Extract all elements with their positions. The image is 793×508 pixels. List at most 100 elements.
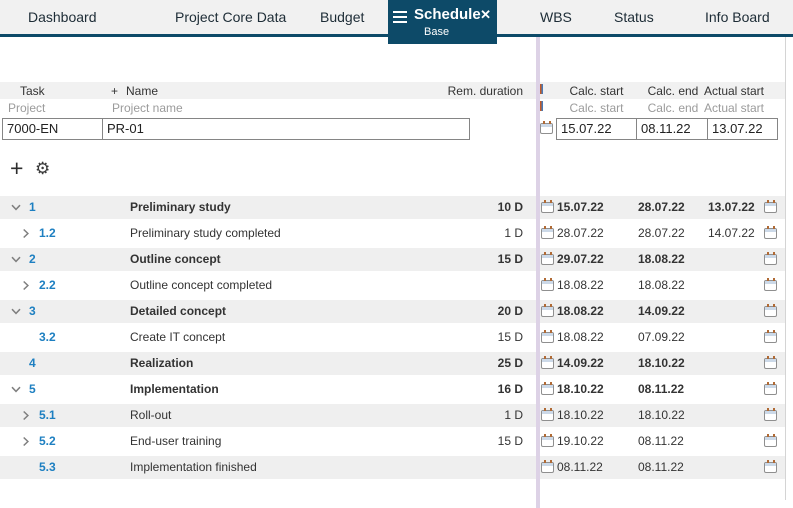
task-number[interactable]: 5.1 xyxy=(39,408,56,422)
calc-end-cell[interactable]: 07.09.22 xyxy=(638,330,685,344)
remaining-duration-cell[interactable]: 1 D xyxy=(504,408,523,422)
calendar-icon[interactable] xyxy=(764,226,777,239)
remaining-duration-cell[interactable]: 25 D xyxy=(497,356,523,370)
calc-end-cell[interactable]: 28.07.22 xyxy=(638,226,685,240)
task-name-cell[interactable]: Outline concept xyxy=(130,252,221,266)
task-number[interactable]: 2 xyxy=(29,252,36,266)
task-name-cell[interactable]: Outline concept completed xyxy=(130,278,273,292)
tab-status[interactable]: Status xyxy=(614,9,654,25)
calendar-icon[interactable] xyxy=(541,460,554,473)
remaining-duration-cell[interactable]: 15 D xyxy=(497,252,523,266)
calc-end-cell[interactable]: 08.11.22 xyxy=(638,382,685,396)
task-name-cell[interactable]: Roll-out xyxy=(130,408,172,422)
calendar-icon[interactable] xyxy=(764,408,777,421)
project-calc-start-field[interactable]: 15.07.22 xyxy=(556,118,637,140)
calc-end-cell[interactable]: 28.07.22 xyxy=(638,200,685,214)
calc-start-cell[interactable]: 15.07.22 xyxy=(557,200,604,214)
calendar-icon[interactable] xyxy=(541,252,554,265)
calc-start-cell[interactable]: 18.10.22 xyxy=(557,408,604,422)
chevron-down-icon[interactable] xyxy=(11,248,21,271)
calendar-icon[interactable] xyxy=(541,200,554,213)
plus-icon[interactable]: + xyxy=(111,84,119,98)
remaining-duration-cell[interactable]: 15 D xyxy=(497,434,523,448)
tab-schedule-active[interactable]: Schedule ✕ Base xyxy=(388,0,497,44)
calc-start-cell[interactable]: 18.08.22 xyxy=(557,304,604,318)
calc-start-cell[interactable]: 19.10.22 xyxy=(557,434,604,448)
task-name-cell[interactable]: Preliminary study xyxy=(130,200,231,214)
table-row[interactable]: 3 Detailed concept 20 D 18.08.22 14.09.2… xyxy=(0,300,793,326)
tab-dashboard[interactable]: Dashboard xyxy=(28,9,97,25)
chevron-right-icon[interactable] xyxy=(21,430,31,453)
remaining-duration-cell[interactable]: 16 D xyxy=(497,382,523,396)
table-row[interactable]: 5 Implementation 16 D 18.10.22 08.11.22 xyxy=(0,378,793,404)
table-row[interactable]: 5.2 End-user training 15 D 19.10.22 08.1… xyxy=(0,430,793,456)
add-task-button[interactable]: + xyxy=(10,155,24,181)
task-name-cell[interactable]: End-user training xyxy=(130,434,222,448)
remaining-duration-cell[interactable]: 20 D xyxy=(497,304,523,318)
table-row[interactable]: 5.1 Roll-out 1 D 18.10.22 18.10.22 xyxy=(0,404,793,430)
project-id-field[interactable]: 7000-EN xyxy=(2,118,103,140)
calendar-icon[interactable] xyxy=(540,121,553,134)
task-number[interactable]: 5.2 xyxy=(39,434,56,448)
tab-info-board[interactable]: Info Board xyxy=(705,9,770,25)
table-row[interactable]: 3.2 Create IT concept 15 D 18.08.22 07.0… xyxy=(0,326,793,352)
table-row[interactable]: 2 Outline concept 15 D 29.07.22 18.08.22 xyxy=(0,248,793,274)
chevron-down-icon[interactable] xyxy=(11,378,21,401)
remaining-duration-cell[interactable]: 10 D xyxy=(497,200,523,214)
calendar-icon[interactable] xyxy=(541,226,554,239)
calendar-icon[interactable] xyxy=(541,434,554,447)
calendar-icon[interactable] xyxy=(764,382,777,395)
calc-end-cell[interactable]: 18.08.22 xyxy=(638,252,685,266)
calendar-icon[interactable] xyxy=(541,330,554,343)
calendar-icon[interactable] xyxy=(764,460,777,473)
calendar-icon[interactable] xyxy=(764,200,777,213)
project-calc-end-field[interactable]: 08.11.22 xyxy=(636,118,708,140)
task-number[interactable]: 1.2 xyxy=(39,226,56,240)
task-name-cell[interactable]: Create IT concept xyxy=(130,330,226,344)
table-row[interactable]: 1 Preliminary study 10 D 15.07.22 28.07.… xyxy=(0,196,793,222)
task-number[interactable]: 3.2 xyxy=(39,330,56,344)
task-name-cell[interactable]: Realization xyxy=(130,356,194,370)
calc-end-cell[interactable]: 18.08.22 xyxy=(638,278,685,292)
calc-end-cell[interactable]: 14.09.22 xyxy=(638,304,685,318)
calc-start-cell[interactable]: 18.08.22 xyxy=(557,330,604,344)
project-name-field[interactable]: PR-01 xyxy=(102,118,470,140)
calendar-icon[interactable] xyxy=(764,356,777,369)
project-actual-start-field[interactable]: 13.07.22 xyxy=(707,118,778,140)
task-number[interactable]: 2.2 xyxy=(39,278,56,292)
calendar-icon[interactable] xyxy=(541,356,554,369)
calc-end-cell[interactable]: 08.11.22 xyxy=(638,460,684,474)
calendar-icon[interactable] xyxy=(764,434,777,447)
actual-start-cell[interactable]: 13.07.22 xyxy=(708,200,755,214)
calc-start-cell[interactable]: 08.11.22 xyxy=(557,460,603,474)
chevron-down-icon[interactable] xyxy=(11,196,21,219)
chevron-right-icon[interactable] xyxy=(21,222,31,245)
calc-start-cell[interactable]: 28.07.22 xyxy=(557,226,604,240)
calendar-icon[interactable] xyxy=(764,278,777,291)
table-row[interactable]: 4 Realization 25 D 14.09.22 18.10.22 xyxy=(0,352,793,378)
gear-icon[interactable]: ⚙ xyxy=(35,159,51,178)
task-number[interactable]: 5.3 xyxy=(39,460,56,474)
task-number[interactable]: 3 xyxy=(29,304,36,318)
calc-end-cell[interactable]: 08.11.22 xyxy=(638,434,684,448)
chevron-right-icon[interactable] xyxy=(21,404,31,427)
remaining-duration-cell[interactable]: 15 D xyxy=(497,330,523,344)
calc-start-cell[interactable]: 18.08.22 xyxy=(557,278,604,292)
calendar-icon[interactable] xyxy=(541,304,554,317)
calendar-icon[interactable] xyxy=(764,330,777,343)
actual-start-cell[interactable]: 14.07.22 xyxy=(708,226,755,240)
task-number[interactable]: 1 xyxy=(29,200,36,214)
task-name-cell[interactable]: Detailed concept xyxy=(130,304,227,318)
close-icon[interactable]: ✕ xyxy=(480,7,491,22)
calc-start-cell[interactable]: 29.07.22 xyxy=(557,252,604,266)
tab-project-core-data[interactable]: Project Core Data xyxy=(175,9,287,25)
task-name-cell[interactable]: Preliminary study completed xyxy=(130,226,281,240)
remaining-duration-cell[interactable]: 1 D xyxy=(504,226,523,240)
calendar-icon[interactable] xyxy=(541,408,554,421)
table-row[interactable]: 5.3 Implementation finished 08.11.22 08.… xyxy=(0,456,793,482)
task-name-cell[interactable]: Implementation xyxy=(130,382,219,396)
chevron-down-icon[interactable] xyxy=(11,300,21,323)
calendar-icon[interactable] xyxy=(541,382,554,395)
chevron-right-icon[interactable] xyxy=(21,274,31,297)
pane-splitter[interactable] xyxy=(536,37,540,508)
